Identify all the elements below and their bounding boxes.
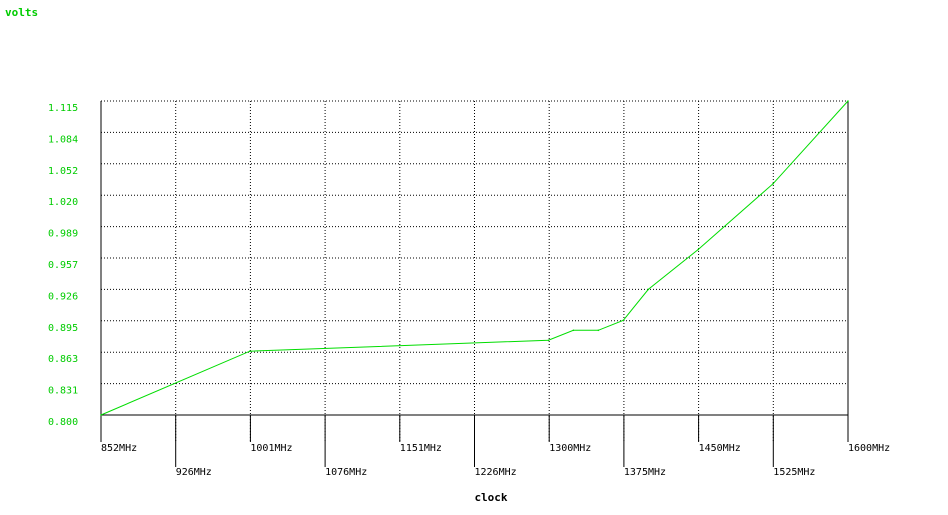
y-tick-label: 1.052 bbox=[48, 166, 78, 177]
data-point bbox=[597, 329, 600, 332]
x-tick-label: 852MHz bbox=[101, 443, 137, 454]
series-layer bbox=[100, 100, 849, 416]
y-tick-label: 0.926 bbox=[48, 291, 78, 302]
x-tick-label: 1300MHz bbox=[549, 443, 591, 454]
data-point bbox=[622, 319, 625, 322]
y-tick-label: 1.115 bbox=[48, 103, 78, 114]
y-tick-label: 1.020 bbox=[48, 197, 78, 208]
data-point bbox=[249, 350, 251, 353]
data-point bbox=[647, 288, 650, 291]
data-point bbox=[847, 100, 849, 102]
y-tick-label: 0.800 bbox=[48, 417, 78, 428]
y-tick-label: 0.989 bbox=[48, 229, 78, 240]
x-tick-label: 1226MHz bbox=[475, 467, 517, 478]
y-tick-label: 0.863 bbox=[48, 354, 78, 365]
x-tick-labels: 852MHz 926MHz 1001MHz 1076MHz 1151MHz 1226MHz… bbox=[101, 443, 890, 478]
series-line bbox=[100, 100, 849, 416]
y-axis-title: volts bbox=[5, 6, 38, 19]
x-tick-label: 1151MHz bbox=[400, 443, 442, 454]
data-point bbox=[572, 329, 575, 332]
data-point bbox=[547, 339, 550, 342]
x-tick-label: 1001MHz bbox=[250, 443, 292, 454]
data-point bbox=[697, 248, 700, 251]
grid bbox=[100, 100, 849, 467]
x-axis-title: clock bbox=[474, 491, 507, 504]
x-tick-label: 1375MHz bbox=[624, 467, 666, 478]
y-tick-label: 1.084 bbox=[48, 134, 78, 145]
y-tick-labels: 0.800 0.831 0.863 0.895 0.926 0.957 0.989 1.020… bbox=[48, 103, 78, 428]
x-tick-label: 1076MHz bbox=[325, 467, 367, 478]
y-tick-label: 0.957 bbox=[48, 260, 78, 271]
y-tick-label: 0.895 bbox=[48, 323, 78, 334]
data-point bbox=[100, 414, 102, 416]
x-tick-label: 1450MHz bbox=[699, 443, 741, 454]
x-tick-label: 1525MHz bbox=[773, 467, 815, 478]
x-tick-label: 926MHz bbox=[176, 467, 212, 478]
y-tick-label: 0.831 bbox=[48, 386, 78, 397]
x-tick-label: 1600MHz bbox=[848, 443, 890, 454]
data-point bbox=[772, 182, 774, 185]
